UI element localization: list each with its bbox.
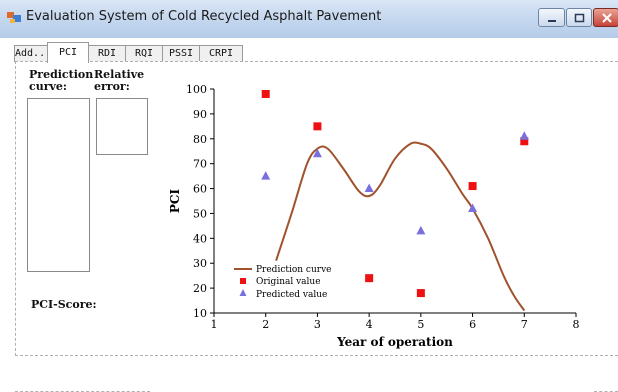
x-tick-label: 6 bbox=[469, 318, 476, 331]
minimize-button[interactable] bbox=[538, 8, 565, 27]
original-value-point bbox=[520, 137, 529, 146]
prediction-curve-box[interactable] bbox=[27, 98, 90, 272]
y-tick-label: 50 bbox=[193, 207, 207, 220]
close-button[interactable] bbox=[593, 8, 618, 27]
relative-error-label-line1: Relative bbox=[94, 68, 145, 81]
y-tick-label: 40 bbox=[193, 232, 207, 245]
y-tick-label: 90 bbox=[193, 108, 207, 121]
prediction-curve-label-line1: Prediction bbox=[29, 68, 94, 81]
minimize-icon bbox=[548, 20, 556, 22]
title-bar[interactable]: Evaluation System of Cold Recycled Aspha… bbox=[0, 0, 618, 39]
maximize-button[interactable] bbox=[566, 8, 592, 27]
prediction-curve-line bbox=[275, 141, 526, 312]
relative-error-label-line2: error: bbox=[94, 80, 130, 93]
x-tick-label: 1 bbox=[211, 318, 218, 331]
predicted-value-point bbox=[364, 183, 374, 193]
x-tick-label: 2 bbox=[262, 318, 269, 331]
pci-chart: 10 20 30 40 50 60 70 80 90 100 1 2 3 4 5 6 7 8 Year of ope… bbox=[168, 83, 580, 349]
legend-label-original-value: Original value bbox=[256, 277, 321, 287]
pci-tab-panel: Prediction curve: Relative error: PCI-Sc… bbox=[15, 61, 618, 356]
y-tick-label: 80 bbox=[193, 133, 207, 146]
window-title: Evaluation System of Cold Recycled Aspha… bbox=[26, 9, 382, 24]
prediction-curve-label: Prediction curve: bbox=[29, 69, 93, 93]
original-value-point bbox=[416, 289, 425, 298]
relative-error-box[interactable] bbox=[96, 98, 148, 155]
tab-crpi[interactable]: CRPI bbox=[199, 45, 243, 62]
tab-pci[interactable]: PCI bbox=[47, 42, 89, 63]
legend-original-swatch bbox=[240, 278, 246, 284]
y-tick-label: 20 bbox=[193, 282, 207, 295]
x-tick-label: 4 bbox=[366, 318, 373, 331]
x-tick-label: 8 bbox=[573, 318, 580, 331]
predicted-value-point bbox=[468, 203, 478, 212]
predicted-value-point bbox=[312, 148, 322, 158]
predicted-value-point bbox=[261, 171, 271, 180]
original-value-point bbox=[261, 89, 270, 98]
predicted-value-point bbox=[519, 131, 529, 140]
x-tick-label: 7 bbox=[521, 318, 528, 331]
maximize-icon bbox=[574, 13, 585, 23]
x-axis-label: Year of operation bbox=[336, 335, 453, 349]
legend-predicted-swatch bbox=[239, 289, 247, 296]
y-tick-label: 30 bbox=[193, 257, 207, 270]
y-tick-label: 70 bbox=[193, 158, 207, 171]
x-tick-label: 3 bbox=[314, 318, 321, 331]
close-icon bbox=[602, 13, 612, 23]
y-tick-label: 60 bbox=[193, 183, 207, 196]
legend-label-predicted-value: Predicted value bbox=[256, 290, 327, 300]
original-value-point bbox=[313, 122, 322, 131]
predicted-value-point bbox=[416, 225, 426, 235]
app-icon bbox=[7, 12, 21, 23]
pci-score-label: PCI-Score: bbox=[31, 298, 97, 311]
original-value-point bbox=[365, 274, 374, 283]
original-value-point bbox=[468, 182, 477, 191]
legend-label-prediction-curve: Prediction curve bbox=[256, 265, 332, 275]
x-tick-label: 5 bbox=[417, 318, 424, 331]
y-tick-label: 100 bbox=[186, 83, 207, 96]
relative-error-label: Relative error: bbox=[94, 69, 144, 93]
client-area: Add... PCI RDI RQI PSSI CRPI Prediction … bbox=[0, 38, 618, 392]
y-tick-label: 10 bbox=[193, 307, 207, 320]
y-axis-label: PCI bbox=[168, 189, 182, 214]
prediction-curve-label-line2: curve: bbox=[29, 80, 67, 93]
